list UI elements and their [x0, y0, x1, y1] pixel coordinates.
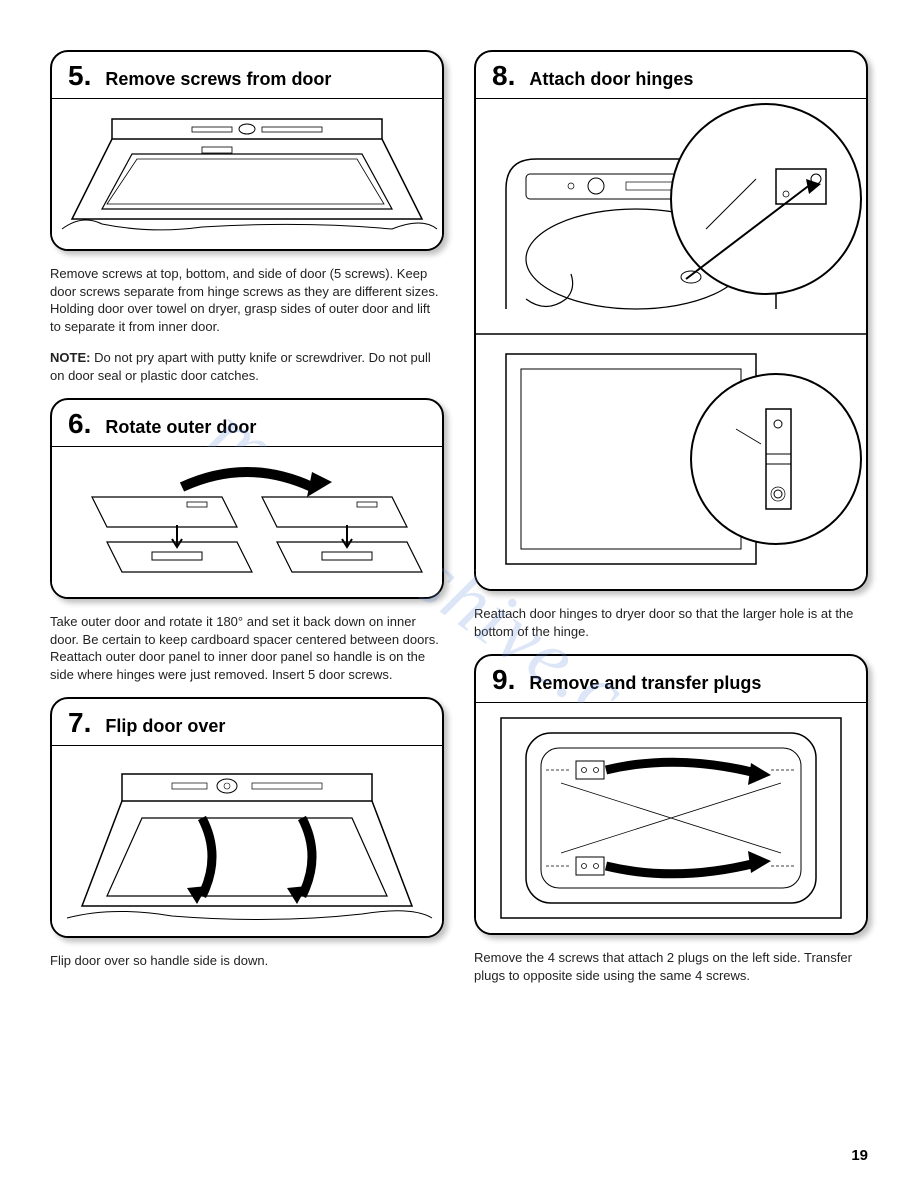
- step-6-box: 6. Rotate outer door: [50, 398, 444, 599]
- step-9-text: Remove the 4 screws that attach 2 plugs …: [474, 949, 868, 984]
- step-9-number: 9.: [492, 664, 515, 696]
- step-7-number: 7.: [68, 707, 91, 739]
- step-6-illustration: [52, 447, 442, 597]
- step-5-header: 5. Remove screws from door: [52, 52, 442, 99]
- step-8-box: 8. Attach door hinges: [474, 50, 868, 591]
- step-7-box: 7. Flip door over: [50, 697, 444, 938]
- step-9-title: Remove and transfer plugs: [529, 673, 761, 694]
- note-text: Do not pry apart with putty knife or scr…: [50, 350, 431, 383]
- step-9-box: 9. Remove and transfer plugs: [474, 654, 868, 935]
- step-6-number: 6.: [68, 408, 91, 440]
- step-8-text: Reattach door hinges to dryer door so th…: [474, 605, 868, 640]
- step-6-text: Take outer door and rotate it 180° and s…: [50, 613, 444, 683]
- step-7-illustration: [52, 746, 442, 936]
- step-6-header: 6. Rotate outer door: [52, 400, 442, 447]
- step-8-illustration: [476, 99, 866, 589]
- left-column: 5. Remove screws from door Remove: [50, 50, 444, 998]
- step-7-header: 7. Flip door over: [52, 699, 442, 746]
- step-5-note: NOTE: Do not pry apart with putty knife …: [50, 349, 444, 384]
- step-7-title: Flip door over: [105, 716, 225, 737]
- step-9-illustration: [476, 703, 866, 933]
- step-8-number: 8.: [492, 60, 515, 92]
- page-number: 19: [851, 1147, 868, 1164]
- step-5-text: Remove screws at top, bottom, and side o…: [50, 265, 444, 335]
- note-label: NOTE:: [50, 350, 90, 365]
- right-column: 8. Attach door hinges: [474, 50, 868, 998]
- step-8-header: 8. Attach door hinges: [476, 52, 866, 99]
- step-5-title: Remove screws from door: [105, 69, 331, 90]
- two-column-layout: 5. Remove screws from door Remove: [50, 50, 868, 998]
- step-6-title: Rotate outer door: [105, 417, 256, 438]
- step-8-title: Attach door hinges: [529, 69, 693, 90]
- step-9-header: 9. Remove and transfer plugs: [476, 656, 866, 703]
- step-5-number: 5.: [68, 60, 91, 92]
- step-5-illustration: [52, 99, 442, 249]
- step-7-text: Flip door over so handle side is down.: [50, 952, 444, 970]
- step-5-box: 5. Remove screws from door: [50, 50, 444, 251]
